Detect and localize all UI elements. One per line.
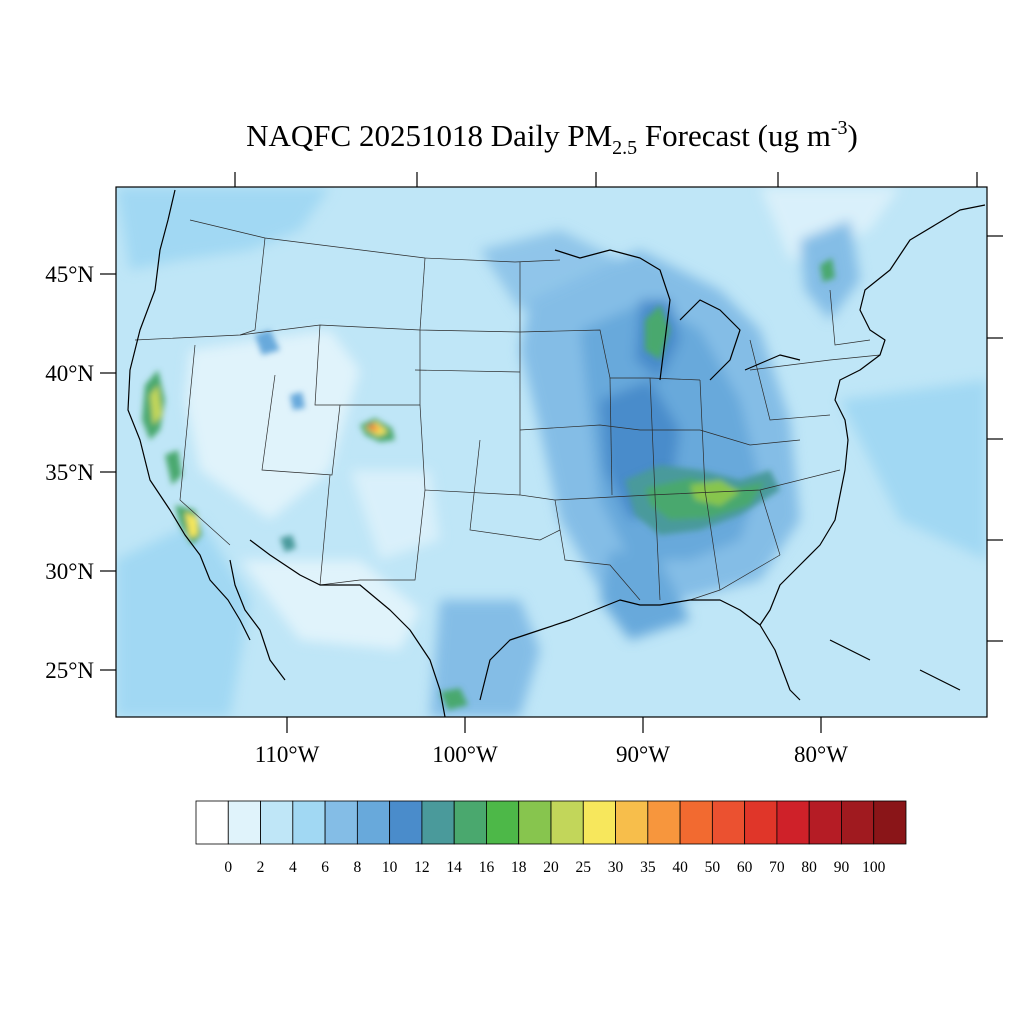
top-ticks	[234, 172, 978, 187]
colorbar-label: 90	[834, 859, 850, 876]
colorbar-label: 80	[801, 859, 817, 876]
concentration-hotspots	[142, 258, 835, 710]
colorbar-label: 30	[608, 859, 624, 876]
lon-label: 90°W	[616, 742, 670, 767]
colorbar-label: 100	[862, 859, 886, 876]
colorbar-swatch	[550, 800, 584, 845]
colorbar-label: 4	[289, 859, 297, 876]
coastlines	[127, 189, 986, 717]
colorbar-swatch	[744, 800, 778, 845]
left-ticks	[100, 273, 116, 671]
right-ticks	[987, 235, 1003, 642]
colorbar-labels: 0 2 4 6 8 10 12 14 16 18 20 25 30 35 40 50 60 70 80 90 100	[224, 859, 885, 876]
colorbar-label: 16	[479, 859, 495, 876]
colorbar-swatch	[647, 800, 681, 845]
colorbar-label: 18	[511, 859, 527, 876]
colorbar-swatch	[615, 800, 649, 845]
colorbar-label: 25	[576, 859, 592, 876]
colorbar-label: 60	[737, 859, 753, 876]
bottom-ticks	[286, 717, 822, 733]
colorbar-swatch	[711, 800, 746, 845]
colorbar-swatch	[324, 800, 358, 845]
colorbar-swatch	[292, 800, 326, 845]
lat-label: 25°N	[45, 658, 94, 683]
map-frame	[115, 186, 988, 718]
colorbar-swatch	[453, 800, 487, 845]
colorbar-swatch	[421, 800, 455, 845]
lon-label: 110°W	[255, 742, 320, 767]
latitude-labels: 45°N 40°N 35°N 30°N 25°N	[45, 262, 94, 683]
map-title: NAQFC 20251018 Daily PM2.5 Forecast (ug …	[246, 117, 858, 159]
colorbar-label: 14	[446, 859, 462, 876]
colorbar-swatch	[582, 800, 616, 845]
colorbar-swatch	[260, 800, 294, 845]
lat-label: 45°N	[45, 262, 94, 287]
lat-label: 35°N	[45, 460, 94, 485]
colorbar-label: 35	[640, 859, 656, 876]
colorbar-swatch	[356, 800, 391, 845]
colorbar-swatch	[776, 800, 810, 845]
colorbar-swatch	[389, 800, 423, 845]
colorbar-label: 0	[224, 859, 232, 876]
colorbar-swatch	[486, 800, 520, 845]
lat-label: 40°N	[45, 361, 94, 386]
colorbar-label: 12	[414, 859, 430, 876]
colorbar-label: 50	[705, 859, 721, 876]
title-subscript: 2.5	[612, 137, 637, 159]
colorbar-label: 2	[257, 859, 265, 876]
colorbar-swatch	[841, 800, 875, 845]
colorbar-swatch	[227, 800, 261, 845]
longitude-labels: 110°W 100°W 90°W 80°W	[255, 742, 849, 767]
colorbar-swatch	[808, 800, 842, 845]
colorbar-swatch	[195, 800, 229, 845]
lon-label: 80°W	[794, 742, 848, 767]
colorbar-label: 10	[382, 859, 398, 876]
colorbar-label: 40	[672, 859, 688, 876]
title-superscript: -3	[831, 117, 848, 139]
colorbar-swatch	[518, 800, 552, 845]
lat-label: 30°N	[45, 559, 94, 584]
colorbar	[195, 800, 907, 845]
colorbar-label: 8	[353, 859, 361, 876]
colorbar-swatch	[873, 800, 907, 845]
map-panel	[116, 187, 987, 717]
colorbar-label: 6	[321, 859, 329, 876]
colorbar-label: 70	[769, 859, 785, 876]
colorbar-swatch	[679, 800, 713, 845]
state-boundaries	[134, 219, 881, 601]
lon-label: 100°W	[432, 742, 498, 767]
colorbar-label: 20	[543, 859, 559, 876]
